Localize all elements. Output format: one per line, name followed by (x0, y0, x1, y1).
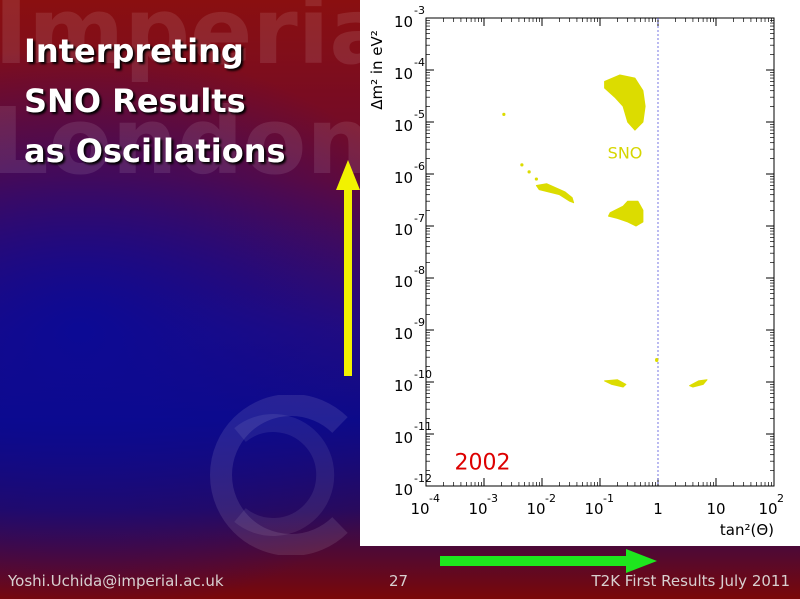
allowed-dot (527, 170, 531, 174)
x-tick-exponent: -4 (429, 492, 440, 505)
x-tick-label: 10 (706, 500, 725, 518)
y-tick-exponent: -12 (414, 472, 432, 485)
y-tick-exponent: -7 (414, 212, 425, 225)
title-line: Interpreting (24, 32, 244, 70)
y-tick-label: 10 (394, 221, 413, 239)
y-axis-arrow (336, 160, 360, 376)
x-tick-label: 10 (410, 500, 429, 518)
footer-event: T2K First Results July 2011 (591, 572, 791, 590)
y-tick-label: 10 (394, 429, 413, 447)
allowed-dot (534, 177, 538, 181)
x-tick-label: 1 (653, 500, 663, 518)
x-tick-label: 10 (758, 500, 777, 518)
year-label: 2002 (455, 451, 511, 476)
y-tick-exponent: -4 (414, 56, 425, 69)
small-mixing-angle-band (535, 183, 575, 204)
y-axis-label: Δm² in eV² (368, 30, 386, 110)
y-tick-label: 10 (394, 481, 413, 499)
y-tick-label: 10 (394, 325, 413, 343)
y-tick-exponent: -3 (414, 4, 425, 17)
watermark-line: Imperial (0, 0, 423, 85)
x-tick-exponent: -3 (487, 492, 498, 505)
watermark-logo (210, 395, 348, 555)
y-tick-label: 10 (394, 273, 413, 291)
x-axis-arrow (440, 549, 657, 573)
x-tick-exponent: -1 (603, 492, 614, 505)
y-tick-exponent: -10 (414, 368, 432, 381)
title-line: as Oscillations (24, 132, 286, 170)
watermark-line: London (0, 88, 372, 195)
y-tick-label: 10 (394, 377, 413, 395)
allowed-dot (520, 163, 524, 167)
allowed-dot (502, 112, 506, 117)
y-tick-label: 10 (394, 117, 413, 135)
vacuum-left-region (604, 379, 627, 388)
x-tick-label: 10 (526, 500, 545, 518)
y-tick-exponent: -11 (414, 420, 432, 433)
large-mixing-angle-region (604, 74, 646, 131)
vacuum-right-region (689, 379, 708, 388)
x-axis-label: tan²(Θ) (720, 521, 774, 539)
x-tick-label: 10 (584, 500, 603, 518)
x-tick-exponent: -2 (545, 492, 556, 505)
y-tick-label: 10 (394, 65, 413, 83)
slide-title: Interpreting SNO Results as Oscillations (24, 26, 286, 176)
plot-frame (425, 17, 775, 487)
low-region (608, 200, 644, 227)
y-tick-label: 10 (394, 169, 413, 187)
x-tick-label: 10 (468, 500, 487, 518)
y-tick-exponent: -9 (414, 316, 425, 329)
x-tick-exponent: 2 (777, 492, 784, 505)
allowed-dot (655, 358, 659, 363)
y-tick-label: 10 (394, 13, 413, 31)
footer-email: Yoshi.Uchida@imperial.ac.uk (8, 572, 224, 590)
title-line: SNO Results (24, 82, 246, 120)
page-number: 27 (389, 572, 409, 590)
y-tick-exponent: -5 (414, 108, 425, 121)
sno-label: SNO (608, 143, 643, 162)
exclusion-plot-svg: 10-410-310-210-11 10 10210-310-410-510-610… (368, 4, 784, 539)
y-tick-exponent: -8 (414, 264, 425, 277)
exclusion-plot: 10 -4 10 -3 10 -2 10 -1 1 10 10 2 10 -3 10 -4 10 -5 10 -6 10… (360, 0, 800, 546)
y-tick-exponent: -6 (414, 160, 425, 173)
